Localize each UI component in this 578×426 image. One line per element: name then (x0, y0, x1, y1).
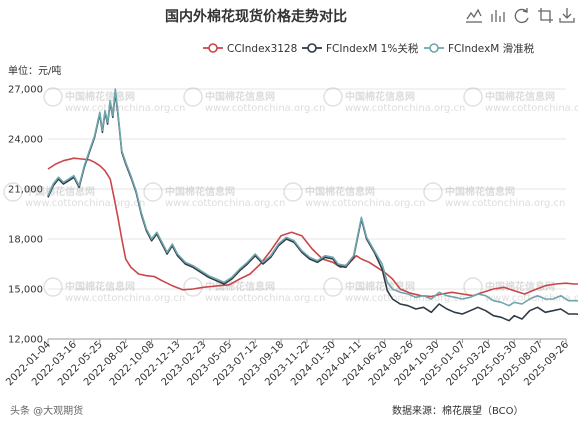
watermark-logo-icon (183, 87, 203, 107)
legend: CCIndex3128 FCIndexM 1%关税 FCIndexM 滑准税 (203, 42, 535, 55)
watermark-url: www.cottonchina.org.cn (205, 293, 325, 304)
watermark-logo-icon (43, 87, 63, 107)
watermark-layer: 中国棉花信息网www.cottonchina.org.cn中国棉花信息网www.… (3, 87, 578, 304)
x-axis: 2022-01-042022-03-162022-05-252022-08-02… (4, 339, 571, 388)
toolbar (466, 8, 575, 24)
watermark-logo-icon (323, 87, 343, 107)
watermark-text: 中国棉花信息网 (445, 185, 515, 198)
chart-title: 国内外棉花现货价格走势对比 (165, 8, 347, 25)
watermark-url: www.cottonchina.org.cn (165, 198, 285, 209)
watermark-url: www.cottonchina.org.cn (65, 293, 185, 304)
watermark-logo-icon (423, 182, 443, 202)
watermark-text: 中国棉花信息网 (345, 280, 415, 293)
legend-item-2[interactable]: FCIndexM 1%关税 (302, 42, 419, 55)
watermark-url: www.cottonchina.org.cn (345, 103, 465, 114)
legend-marker (307, 43, 317, 53)
legend-label: FCIndexM 1%关税 (326, 42, 419, 55)
bar-chart-icon[interactable] (491, 10, 505, 22)
y-tick-label: 15,000 (8, 285, 43, 296)
watermark-url: www.cottonchina.org.cn (485, 103, 578, 114)
watermark-logo-icon (323, 277, 343, 297)
legend-marker (208, 43, 218, 53)
watermark-text: 中国棉花信息网 (485, 280, 555, 293)
y-axis-unit-label: 单位：元/吨 (8, 64, 61, 77)
y-tick-label: 21,000 (8, 185, 43, 196)
watermark-url: www.cottonchina.org.cn (445, 198, 565, 209)
data-source-label: 数据来源：棉花展望（BCO） (392, 404, 524, 417)
watermark-logo-icon (183, 277, 203, 297)
crop-icon[interactable] (538, 8, 553, 23)
watermark-text: 中国棉花信息网 (305, 185, 375, 198)
watermark-logo-icon (283, 182, 303, 202)
watermark-logo-icon (3, 182, 23, 202)
y-tick-label: 27,000 (8, 85, 43, 96)
download-icon[interactable] (559, 8, 575, 23)
watermark-url: www.cottonchina.org.cn (65, 103, 185, 114)
y-axis: 12,000 15,000 18,000 21,000 24,000 27,000 (8, 85, 43, 346)
watermark-url: www.cottonchina.org.cn (205, 103, 325, 114)
watermark-text: 中国棉花信息网 (345, 90, 415, 103)
y-tick-label: 24,000 (8, 135, 43, 146)
watermark-text: 中国棉花信息网 (65, 280, 135, 293)
legend-item-3[interactable]: FCIndexM 滑准税 (424, 42, 535, 55)
line-chart-icon[interactable] (466, 8, 482, 23)
watermark-logo-icon (43, 277, 63, 297)
watermark-text: 中国棉花信息网 (25, 185, 95, 198)
legend-label: CCIndex3128 (227, 43, 297, 55)
series-line-3[interactable] (47, 88, 578, 307)
legend-marker (429, 43, 439, 53)
series-line-1[interactable] (47, 157, 578, 298)
watermark-logo-icon (463, 87, 483, 107)
watermark-url: www.cottonchina.org.cn (345, 293, 465, 304)
series-layer (47, 88, 578, 322)
watermark-text: 中国棉花信息网 (165, 185, 235, 198)
watermark-text: 中国棉花信息网 (205, 90, 275, 103)
watermark-url: www.cottonchina.org.cn (305, 198, 425, 209)
watermark-logo-icon (143, 182, 163, 202)
legend-item-1[interactable]: CCIndex3128 (203, 43, 297, 55)
watermark-text: 中国棉花信息网 (65, 90, 135, 103)
y-tick-label: 18,000 (8, 235, 43, 246)
brand-watermark: 头条 @大观期货 (10, 404, 83, 417)
y-tick-label: 12,000 (8, 335, 43, 346)
watermark-text: 中国棉花信息网 (485, 90, 555, 103)
refresh-icon[interactable] (514, 8, 529, 24)
watermark-url: www.cottonchina.org.cn (25, 198, 145, 209)
legend-label: FCIndexM 滑准税 (448, 42, 535, 55)
